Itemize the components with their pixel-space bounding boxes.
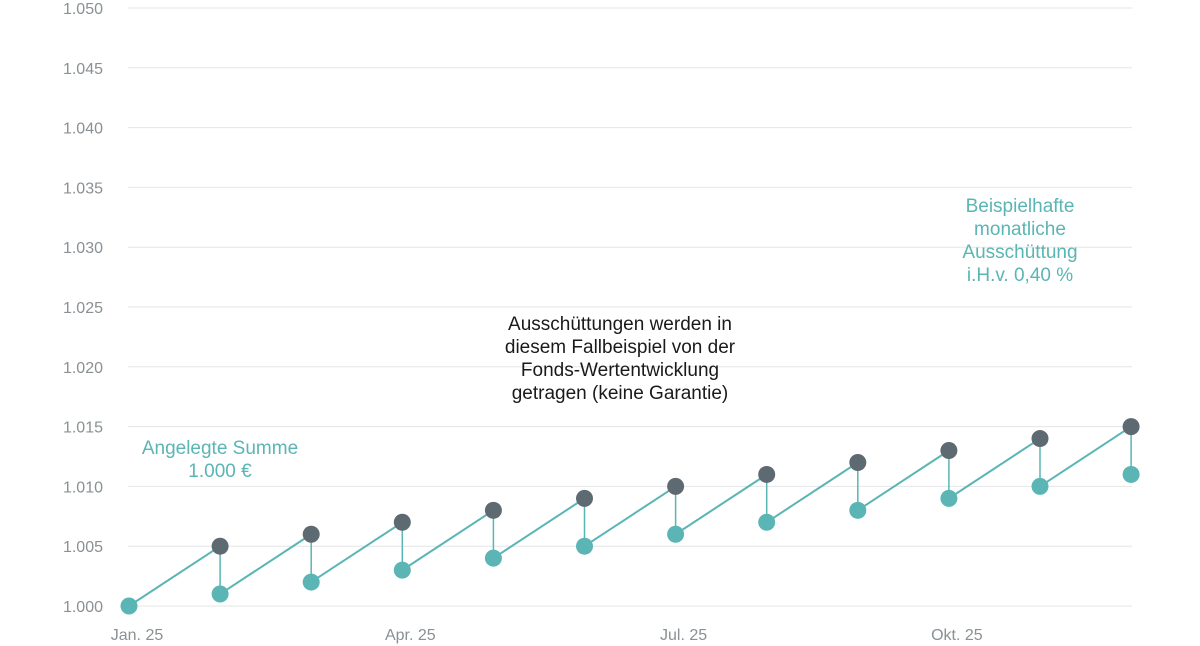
annotation-line: diesem Fallbeispiel von der <box>504 337 736 358</box>
value-before-distribution-point <box>1031 430 1049 448</box>
annotation-monthly-distribution: Beispielhafte monatliche Ausschüttung i.… <box>920 195 1120 287</box>
value-after-distribution-point <box>576 537 593 555</box>
value-after-distribution-point <box>484 549 502 567</box>
value-before-distribution-point <box>302 525 320 543</box>
growth-segment <box>583 485 677 548</box>
annotation-line: Fonds-Wertentwicklung <box>520 360 720 381</box>
annotation-funding-note: Ausschüttungen werden in diesem Fallbeis… <box>470 313 770 405</box>
x-tick-label: Okt. 25 <box>931 627 983 644</box>
growth-segment <box>128 545 221 607</box>
x-tick-label: Jul. 25 <box>660 627 707 644</box>
value-after-distribution-point <box>667 525 685 543</box>
growth-segment <box>492 497 586 559</box>
value-after-distribution-point <box>1122 465 1140 483</box>
value-after-distribution-point <box>1031 477 1049 495</box>
value-after-distribution-point <box>940 489 958 507</box>
growth-segment <box>948 437 1041 500</box>
growth-segment <box>310 521 403 583</box>
y-tick-label: 1.045 <box>63 61 103 78</box>
value-after-distribution-point <box>758 513 776 531</box>
y-tick-label: 1.030 <box>63 240 103 257</box>
value-after-distribution-point <box>211 585 229 603</box>
value-before-distribution-point <box>211 537 229 555</box>
y-tick-label: 1.050 <box>63 1 103 18</box>
annotation-line: monatliche <box>974 219 1066 240</box>
grid-lines <box>128 7 1132 607</box>
y-tick-label: 1.005 <box>63 539 103 556</box>
value-before-distribution-point <box>576 489 593 507</box>
y-tick-label: 1.000 <box>63 599 103 616</box>
annotation-line: 1.000 € <box>188 461 252 482</box>
value-before-distribution-point <box>940 442 958 460</box>
value-after-distribution-point <box>393 561 411 579</box>
growth-segment <box>219 533 312 595</box>
value-before-distribution-point <box>393 513 411 531</box>
growth-segment <box>857 449 950 512</box>
value-before-distribution-point <box>758 465 776 483</box>
x-tick-label: Apr. 25 <box>385 627 436 644</box>
annotation-line: Ausschüttung <box>962 242 1078 263</box>
x-axis-tick-labels: Jan. 25 Apr. 25 Jul. 25 Okt. 25 <box>111 627 983 644</box>
annotation-line: Angelegte Summe <box>141 438 299 459</box>
y-tick-label: 1.025 <box>63 300 103 317</box>
value-after-distribution-point <box>120 597 138 615</box>
value-after-distribution-point <box>302 573 320 591</box>
growth-segment <box>766 461 859 524</box>
value-before-distribution-point <box>1122 418 1140 436</box>
y-tick-label: 1.010 <box>63 479 103 496</box>
annotation-line: getragen (keine Garantie) <box>511 383 729 404</box>
growth-segment <box>1039 425 1132 488</box>
annotation-line: Beispielhafte <box>965 196 1075 217</box>
series-points <box>120 418 1140 615</box>
annotation-line: Ausschüttungen werden in <box>508 314 732 335</box>
y-tick-label: 1.020 <box>63 360 103 377</box>
y-tick-label: 1.040 <box>63 121 103 138</box>
value-after-distribution-point <box>849 501 867 519</box>
annotation-invested-amount: Angelegte Summe 1.000 € <box>110 437 330 483</box>
x-tick-label: Jan. 25 <box>111 627 164 644</box>
growth-segment <box>675 473 768 536</box>
y-tick-label: 1.015 <box>63 420 103 437</box>
annotation-line: i.H.v. 0,40 % <box>966 265 1074 286</box>
value-before-distribution-point <box>667 477 685 495</box>
value-before-distribution-point <box>484 501 502 519</box>
y-axis-tick-labels: 1.000 1.005 1.010 1.015 1.020 1.025 1.030 1.035… <box>63 1 103 616</box>
growth-segment <box>401 509 494 571</box>
value-before-distribution-point <box>849 453 867 471</box>
y-tick-label: 1.035 <box>63 180 103 197</box>
